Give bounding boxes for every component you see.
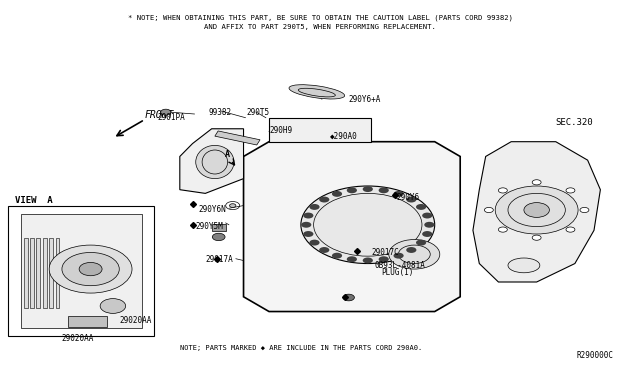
Circle shape (422, 231, 433, 237)
Text: 29017A: 29017A (205, 255, 233, 264)
Bar (212, 224, 226, 231)
Circle shape (301, 186, 435, 263)
Bar (68, 316, 106, 327)
Circle shape (79, 262, 102, 276)
Circle shape (161, 109, 171, 115)
Ellipse shape (508, 258, 540, 273)
Circle shape (347, 256, 357, 262)
Circle shape (532, 235, 541, 240)
Circle shape (379, 256, 389, 262)
Text: * NOTE; WHEN OBTAINING THIS PART, BE SURE TO OBTAIN THE CAUTION LABEL (PARTS COR: * NOTE; WHEN OBTAINING THIS PART, BE SUR… (127, 14, 513, 21)
Circle shape (62, 253, 119, 286)
Circle shape (332, 253, 342, 259)
Circle shape (424, 222, 435, 228)
Circle shape (406, 196, 417, 202)
Circle shape (309, 240, 319, 246)
Text: 2901PA: 2901PA (157, 113, 185, 122)
Bar (24, 238, 28, 308)
Circle shape (406, 247, 417, 253)
Bar (215, 131, 260, 145)
Circle shape (394, 253, 404, 259)
Circle shape (416, 204, 426, 210)
Circle shape (566, 227, 575, 232)
Text: VIEW  A: VIEW A (15, 196, 53, 205)
Circle shape (319, 247, 330, 253)
Text: R290000C: R290000C (576, 350, 613, 359)
Circle shape (389, 240, 440, 269)
Ellipse shape (289, 85, 344, 99)
Circle shape (301, 222, 311, 228)
Text: 0B93L-4081A: 0B93L-4081A (374, 261, 425, 270)
Text: 290Y5M: 290Y5M (196, 222, 223, 231)
Circle shape (566, 188, 575, 193)
Circle shape (309, 204, 319, 210)
Text: 29017C: 29017C (371, 248, 399, 257)
Bar (8, 206, 154, 336)
Bar (49, 238, 53, 308)
Bar (20, 214, 141, 328)
Circle shape (100, 299, 125, 313)
Circle shape (303, 212, 314, 218)
Circle shape (394, 191, 404, 197)
Circle shape (347, 187, 357, 193)
Circle shape (499, 188, 508, 193)
Bar (56, 238, 60, 308)
Text: FRONT: FRONT (145, 109, 174, 119)
Circle shape (484, 208, 493, 212)
Text: A: A (225, 150, 230, 160)
Text: PLUG(1): PLUG(1) (381, 268, 413, 277)
Ellipse shape (196, 145, 234, 179)
Circle shape (524, 203, 549, 217)
Circle shape (532, 180, 541, 185)
Ellipse shape (230, 204, 236, 208)
Polygon shape (180, 129, 244, 193)
Circle shape (422, 212, 433, 218)
Circle shape (343, 294, 355, 301)
Text: ◆290A0: ◆290A0 (330, 132, 357, 141)
Circle shape (495, 186, 578, 234)
Circle shape (332, 191, 342, 197)
Bar (30, 238, 34, 308)
Bar (36, 238, 40, 308)
Text: NOTE; PARTS MARKED ◆ ARE INCLUDE IN THE PARTS CORD 290A0.: NOTE; PARTS MARKED ◆ ARE INCLUDE IN THE … (180, 346, 422, 352)
Circle shape (303, 231, 314, 237)
Text: 290Y6N: 290Y6N (199, 205, 227, 215)
Text: 290T5: 290T5 (246, 108, 270, 117)
Text: 29020AA: 29020AA (119, 316, 152, 325)
Text: SEC.320: SEC.320 (556, 118, 593, 127)
Polygon shape (473, 142, 600, 282)
Text: 290Y6+A: 290Y6+A (349, 95, 381, 104)
Text: AND AFFIX TO PART 290T5, WHEN PERFORMING REPLACEMENT.: AND AFFIX TO PART 290T5, WHEN PERFORMING… (204, 23, 436, 29)
Circle shape (319, 196, 330, 202)
Circle shape (499, 227, 508, 232)
Circle shape (212, 233, 225, 241)
Text: 290Y6: 290Y6 (396, 193, 420, 202)
Circle shape (363, 186, 373, 192)
Circle shape (363, 257, 373, 263)
Text: 290H9: 290H9 (269, 126, 292, 135)
Circle shape (416, 240, 426, 246)
Circle shape (379, 187, 389, 193)
Polygon shape (244, 142, 460, 311)
Text: 29020AA: 29020AA (61, 334, 94, 343)
Circle shape (580, 208, 589, 212)
Polygon shape (269, 118, 371, 142)
Circle shape (49, 245, 132, 293)
Text: 99382: 99382 (209, 108, 232, 117)
Bar (43, 238, 47, 308)
